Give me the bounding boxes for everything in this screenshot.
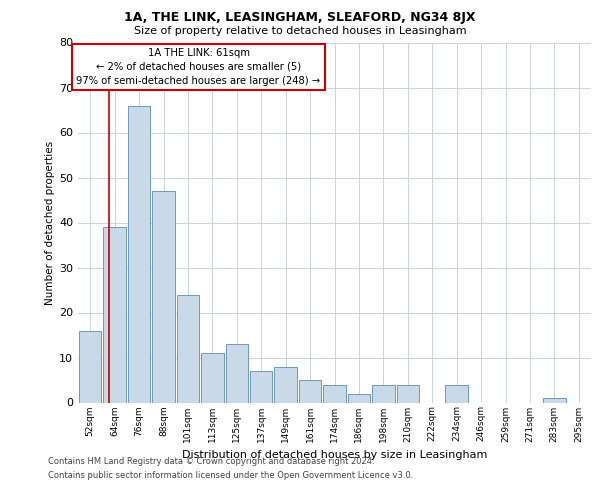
Bar <box>152 191 175 402</box>
Bar <box>250 371 272 402</box>
Bar <box>397 384 419 402</box>
Bar <box>226 344 248 403</box>
Bar <box>445 384 468 402</box>
Bar <box>128 106 151 403</box>
Text: 1A, THE LINK, LEASINGHAM, SLEAFORD, NG34 8JX: 1A, THE LINK, LEASINGHAM, SLEAFORD, NG34… <box>124 11 476 24</box>
Bar <box>347 394 370 402</box>
Text: 1A THE LINK: 61sqm
← 2% of detached houses are smaller (5)
97% of semi-detached : 1A THE LINK: 61sqm ← 2% of detached hous… <box>76 48 320 86</box>
Bar <box>274 366 297 402</box>
Bar <box>372 384 395 402</box>
Text: Size of property relative to detached houses in Leasingham: Size of property relative to detached ho… <box>134 26 466 36</box>
Text: Contains public sector information licensed under the Open Government Licence v3: Contains public sector information licen… <box>48 471 413 480</box>
Bar <box>543 398 566 402</box>
Text: Contains HM Land Registry data © Crown copyright and database right 2024.: Contains HM Land Registry data © Crown c… <box>48 458 374 466</box>
Bar <box>176 294 199 403</box>
Y-axis label: Number of detached properties: Number of detached properties <box>45 140 55 304</box>
Bar <box>79 330 101 402</box>
Bar <box>299 380 322 402</box>
X-axis label: Distribution of detached houses by size in Leasingham: Distribution of detached houses by size … <box>182 450 487 460</box>
Bar <box>323 384 346 402</box>
Bar <box>201 353 224 403</box>
Bar <box>103 227 126 402</box>
